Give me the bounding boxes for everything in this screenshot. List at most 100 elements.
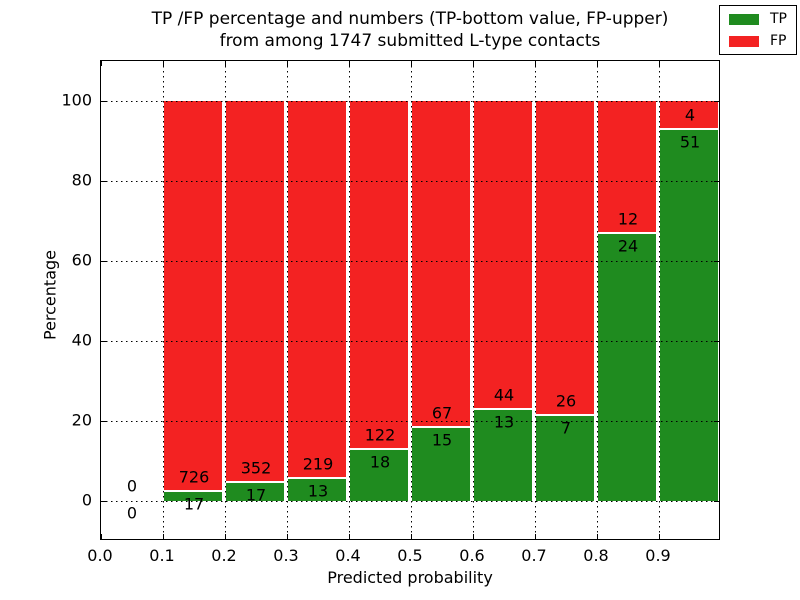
xtick-top [659, 61, 661, 66]
xtick-bottom [473, 534, 475, 539]
gridline-vertical-0.7 [535, 61, 536, 539]
ytick-left [101, 181, 106, 183]
xtick-top [349, 61, 351, 66]
tp-count-label-0.5-0.6: 15 [431, 430, 453, 450]
legend: TP FP [719, 5, 797, 55]
gridline-vertical-0.2 [225, 61, 226, 539]
gridline-horizontal-60 [101, 261, 719, 262]
xtick-bottom [597, 534, 599, 539]
ytick-left [101, 421, 106, 423]
gridline-vertical-0.5 [411, 61, 412, 539]
gridline-vertical-0.8 [597, 61, 598, 539]
ytick-left [101, 501, 106, 503]
tp-count-label-0.1-0.2: 17 [183, 494, 205, 514]
y-tick-label-60: 60 [71, 250, 92, 270]
bar-0.7-0.8 [536, 101, 594, 501]
ytick-right [714, 261, 719, 263]
y-tick-label-0: 0 [81, 490, 92, 510]
x-tick-label-0.2: 0.2 [211, 546, 237, 565]
xtick-top [411, 61, 413, 66]
bar-segment-fp-0.8-0.9 [598, 101, 656, 235]
legend-swatch-fp [729, 35, 759, 47]
x-tick-label-0.4: 0.4 [335, 546, 361, 565]
chart-title-line1: TP /FP percentage and numbers (TP-bottom… [151, 9, 669, 29]
tp-count-label-0.7-0.8: 7 [560, 418, 572, 438]
bar-segment-tp-0.4-0.5 [350, 449, 408, 501]
plot-area: 0 0 726 17 352 17 219 13 122 18 67 15 44 13 26 7 12 24 4 51 [100, 60, 720, 540]
bar-segment-fp-0.2-0.3 [226, 101, 284, 483]
gridline-horizontal-20 [101, 421, 719, 422]
bar-0.8-0.9 [598, 101, 656, 501]
tp-count-label-0.6-0.7: 13 [493, 412, 515, 432]
xtick-top [597, 61, 599, 66]
bar-0.3-0.4 [288, 101, 346, 501]
xtick-top [287, 61, 289, 66]
gridline-vertical-0.4 [349, 61, 350, 539]
xtick-top [473, 61, 475, 66]
x-axis-label: Predicted probability [327, 568, 493, 587]
tp-count-label-0.4-0.5: 18 [369, 452, 391, 472]
bar-segment-fp-0.7-0.8 [536, 101, 594, 417]
fp-count-label-0.5-0.6: 67 [431, 403, 453, 423]
legend-label-fp: FP [770, 33, 787, 49]
xtick-bottom [163, 534, 165, 539]
bar-0.9-1.0 [660, 101, 718, 501]
x-tick-label-0.1: 0.1 [149, 546, 175, 565]
gridline-vertical-0.9 [659, 61, 660, 539]
bar-0.5-0.6 [412, 101, 470, 501]
x-tick-label-0.5: 0.5 [397, 546, 423, 565]
fp-count-label-0.8-0.9: 12 [617, 209, 639, 229]
ytick-right [714, 181, 719, 183]
gridline-vertical-0.3 [287, 61, 288, 539]
ytick-right [714, 341, 719, 343]
bar-segment-fp-0.1-0.2 [164, 101, 222, 492]
xtick-bottom [659, 534, 661, 539]
bar-0.1-0.2 [164, 101, 222, 501]
gridline-horizontal-80 [101, 181, 719, 182]
bar-segment-tp-0.1-0.2 [164, 491, 222, 501]
bar-segment-fp-0.9-1.0 [660, 101, 718, 131]
tp-count-label-0.0-0.1: 0 [126, 503, 138, 523]
bar-segment-tp-0.5-0.6 [412, 427, 470, 501]
bar-segment-tp-0.6-0.7 [474, 409, 532, 501]
bar-segment-fp-0.6-0.7 [474, 101, 532, 410]
gridline-horizontal-0 [101, 501, 719, 502]
bar-segment-fp-0.3-0.4 [288, 101, 346, 479]
xtick-top [101, 61, 103, 66]
chart-title-line2: from among 1747 submitted L-type contact… [219, 31, 601, 51]
xtick-bottom [101, 534, 103, 539]
bar-segment-fp-0.4-0.5 [350, 101, 408, 450]
x-tick-label-0.8: 0.8 [583, 546, 609, 565]
xtick-bottom [411, 534, 413, 539]
legend-swatch-tp [729, 13, 759, 25]
fp-count-label-0.2-0.3: 352 [240, 458, 272, 478]
tp-count-label-0.8-0.9: 24 [617, 236, 639, 256]
ytick-left [101, 101, 106, 103]
x-tick-label-0.0: 0.0 [87, 546, 113, 565]
gridline-vertical-0.6 [473, 61, 474, 539]
y-tick-label-20: 20 [71, 410, 92, 430]
y-tick-label-100: 100 [61, 90, 92, 110]
fp-count-label-0.4-0.5: 122 [364, 425, 396, 445]
bar-segment-tp-0.8-0.9 [598, 234, 656, 501]
x-tick-label-0.6: 0.6 [459, 546, 485, 565]
bar-0.2-0.3 [226, 101, 284, 501]
fp-count-label-0.9-1.0: 4 [684, 105, 696, 125]
gridline-horizontal-100 [101, 101, 719, 102]
ytick-left [101, 341, 106, 343]
gridline-horizontal-40 [101, 341, 719, 342]
x-tick-label-0.3: 0.3 [273, 546, 299, 565]
fp-count-label-0.1-0.2: 726 [178, 467, 210, 487]
bar-segment-fp-0.5-0.6 [412, 101, 470, 428]
ytick-left [101, 261, 106, 263]
bar-segment-tp-0.7-0.8 [536, 416, 594, 501]
fp-count-label-0.3-0.4: 219 [302, 454, 334, 474]
bar-segment-tp-0.3-0.4 [288, 478, 346, 501]
xtick-bottom [535, 534, 537, 539]
fp-count-label-0.7-0.8: 26 [555, 391, 577, 411]
x-tick-label-0.9: 0.9 [645, 546, 671, 565]
ytick-right [714, 421, 719, 423]
xtick-top [163, 61, 165, 66]
legend-item-fp: FP [729, 34, 787, 48]
